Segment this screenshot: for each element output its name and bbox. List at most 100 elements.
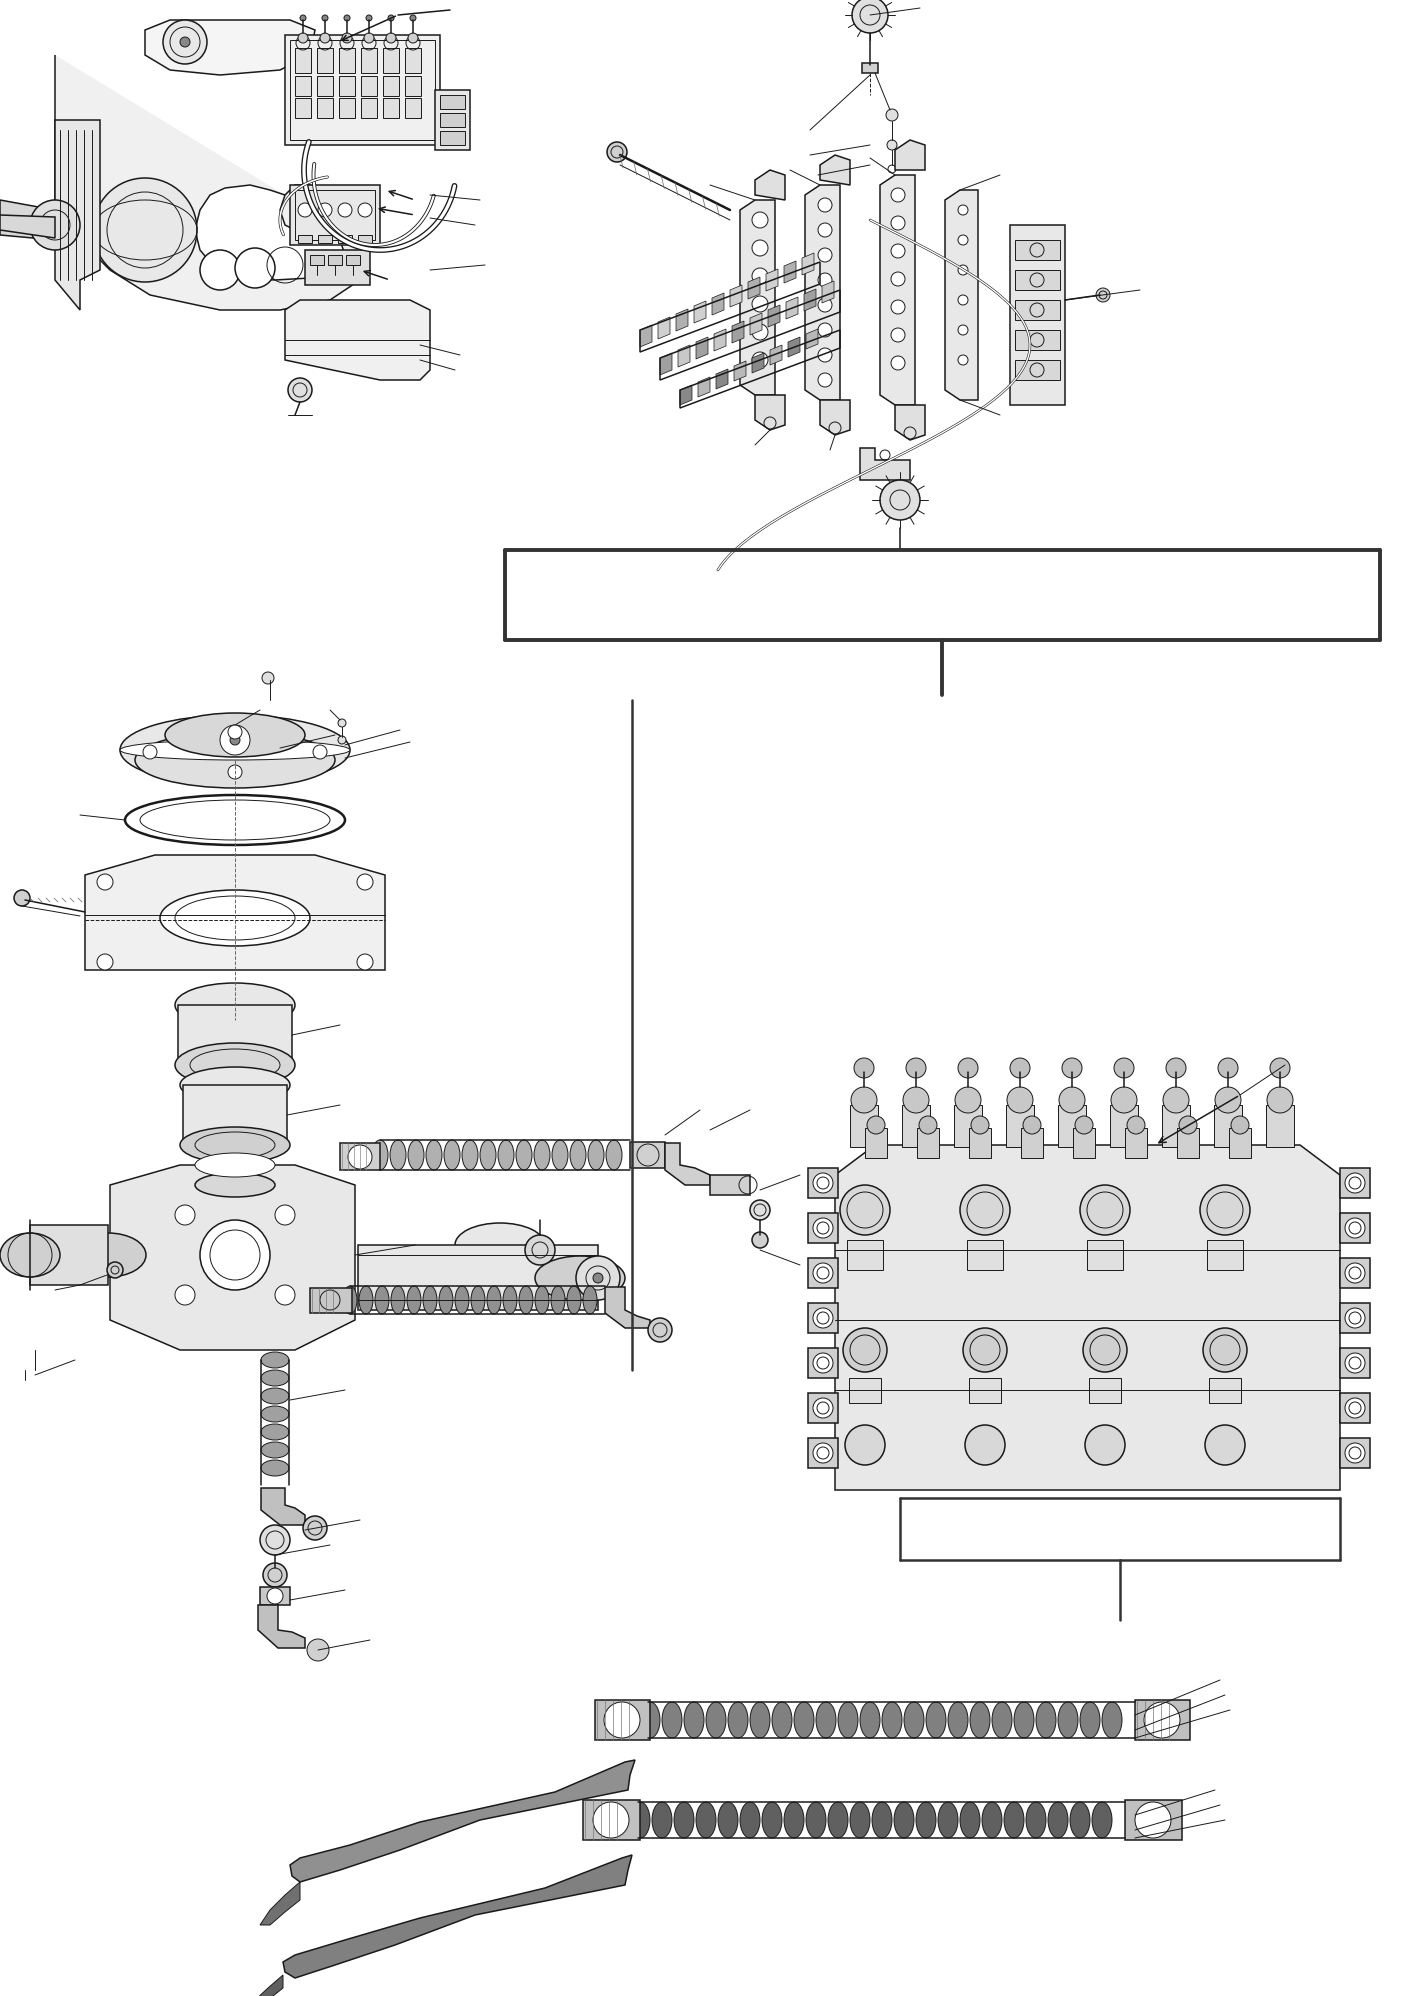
Circle shape [1075,1116,1093,1134]
Circle shape [235,248,275,287]
Ellipse shape [160,890,311,946]
Ellipse shape [261,1441,289,1457]
Circle shape [263,1563,287,1587]
Bar [849,1377,881,1403]
Polygon shape [641,325,652,347]
Ellipse shape [176,1044,295,1088]
Bar [1021,1128,1043,1158]
Ellipse shape [407,1140,424,1170]
Circle shape [752,295,769,311]
Circle shape [1345,1307,1366,1327]
Polygon shape [750,313,762,335]
Ellipse shape [391,1285,405,1313]
Bar [1214,1106,1242,1148]
Polygon shape [754,395,785,429]
Bar [1177,1128,1198,1158]
Circle shape [200,1220,270,1289]
Circle shape [880,479,920,521]
Bar [289,186,379,246]
Circle shape [593,1273,603,1283]
Circle shape [891,299,905,313]
Circle shape [903,1088,929,1114]
Ellipse shape [718,1802,738,1838]
Ellipse shape [1071,1802,1090,1838]
Circle shape [1083,1327,1127,1371]
Bar [1125,1800,1182,1840]
Ellipse shape [360,1285,372,1313]
Circle shape [818,273,832,287]
Circle shape [818,373,832,387]
Circle shape [143,745,157,758]
Bar [339,48,355,74]
Circle shape [341,34,353,44]
Ellipse shape [372,1140,388,1170]
Circle shape [1023,1116,1041,1134]
Polygon shape [802,253,813,275]
Ellipse shape [662,1703,681,1739]
Bar [405,48,422,74]
Ellipse shape [407,1285,422,1313]
Bar [1162,1106,1190,1148]
Circle shape [301,16,306,22]
Circle shape [593,1802,629,1838]
Circle shape [1345,1174,1366,1194]
Circle shape [851,0,888,34]
Ellipse shape [261,1369,289,1385]
Circle shape [358,204,372,218]
Circle shape [228,725,242,739]
Circle shape [1345,1443,1366,1463]
Bar [808,1303,837,1333]
Polygon shape [804,289,816,311]
Bar [295,98,311,118]
Ellipse shape [728,1703,747,1739]
Ellipse shape [969,1703,991,1739]
Ellipse shape [261,1459,289,1475]
Polygon shape [769,305,780,327]
Bar [1006,1106,1034,1148]
Bar [1229,1128,1250,1158]
Ellipse shape [455,1224,545,1267]
Ellipse shape [516,1140,532,1170]
Bar [1266,1106,1294,1148]
Ellipse shape [684,1703,704,1739]
Bar [808,1214,837,1244]
Circle shape [607,142,627,162]
Circle shape [1267,1088,1293,1114]
Bar [405,98,422,118]
Circle shape [1345,1218,1366,1238]
Polygon shape [784,261,797,283]
Ellipse shape [180,1128,289,1164]
Circle shape [958,236,968,246]
Polygon shape [55,56,370,309]
Circle shape [275,1206,295,1226]
Bar [1058,1106,1086,1148]
Circle shape [962,1327,1007,1371]
Circle shape [955,1088,981,1114]
Bar [1340,1437,1370,1467]
Polygon shape [821,156,850,186]
Ellipse shape [1092,1802,1111,1838]
Ellipse shape [195,1154,275,1178]
Bar [436,90,471,150]
Polygon shape [880,176,915,405]
Circle shape [1218,1058,1238,1078]
Bar [361,98,377,118]
Bar [808,1257,837,1287]
Ellipse shape [1102,1703,1123,1739]
Bar [440,114,465,128]
Polygon shape [732,321,745,343]
Circle shape [752,267,769,283]
Bar [969,1128,991,1158]
Bar [339,76,355,96]
Polygon shape [0,216,55,238]
Circle shape [813,1307,833,1327]
Circle shape [844,1425,885,1465]
Ellipse shape [570,1140,586,1170]
Ellipse shape [1035,1703,1057,1739]
Circle shape [891,244,905,257]
Bar [847,1240,882,1269]
Circle shape [813,1174,833,1194]
Circle shape [228,764,242,778]
Circle shape [1203,1327,1248,1371]
Bar [710,1176,750,1196]
